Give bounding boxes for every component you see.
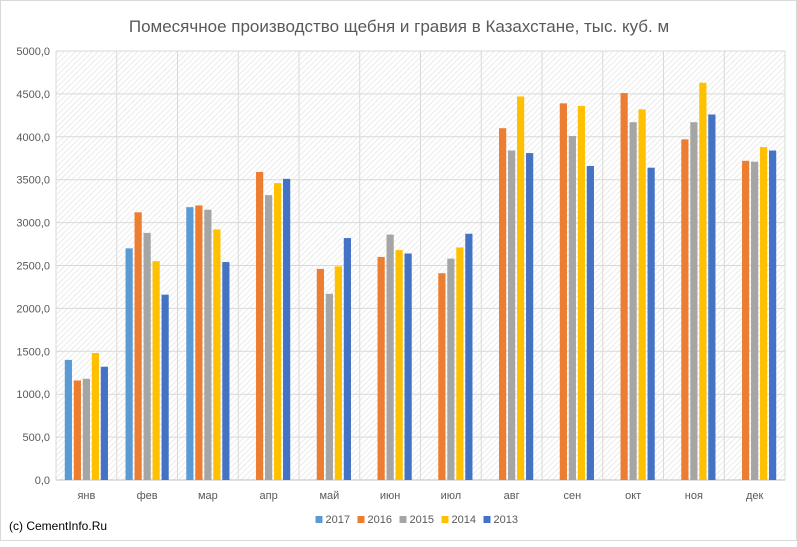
x-category-label: янв (77, 490, 95, 502)
x-category-label: июн (380, 490, 400, 502)
x-category-label: апр (260, 490, 278, 502)
legend-swatch-2015 (399, 516, 407, 523)
bar-2015-окт (629, 122, 637, 481)
y-tick-label: 1500,0 (16, 346, 50, 358)
bar-2014-фев (152, 261, 160, 480)
bar-2014-июл (456, 247, 464, 480)
bar-2016-окт (620, 93, 628, 481)
legend-label: 2016 (368, 514, 392, 526)
bar-2013-авг (526, 153, 534, 481)
x-category-label: май (319, 490, 339, 502)
bar-2014-май (334, 266, 342, 480)
bar-2015-авг (508, 150, 516, 480)
y-tick-label: 0,0 (35, 475, 50, 487)
y-tick-label: 4500,0 (16, 89, 50, 101)
gridlines (55, 50, 786, 481)
bar-2015-дек (751, 161, 759, 480)
bar-2013-ноя (708, 114, 716, 480)
x-category-label: фев (137, 490, 158, 502)
legend-swatch-2016 (357, 516, 365, 523)
bar-2016-фев (134, 212, 142, 480)
bar-2014-мар (213, 229, 221, 480)
bar-2016-ноя (681, 139, 689, 480)
bar-2015-июл (447, 258, 455, 480)
bar-2014-янв (91, 353, 99, 480)
bar-2014-июн (395, 250, 403, 480)
bar-2013-сен (586, 165, 594, 481)
bar-2017-янв (64, 359, 72, 480)
bars (64, 82, 777, 481)
x-category-label: окт (625, 490, 641, 502)
legend-label: 2015 (410, 514, 434, 526)
y-tick-label: 1000,0 (16, 389, 50, 401)
bar-2015-мар (204, 209, 212, 481)
bar-2015-май (325, 293, 333, 480)
bar-2015-сен (568, 135, 576, 480)
y-tick-label: 3000,0 (16, 218, 50, 230)
y-tick-label: 500,0 (22, 432, 50, 444)
legend-label: 2013 (494, 514, 518, 526)
bar-2013-дек (769, 150, 777, 480)
bar-2016-авг (499, 128, 507, 480)
bar-2016-апр (256, 171, 264, 480)
legend-swatch-2013 (483, 516, 491, 523)
x-axis-categories: янв фев мар апр май июн июл авг сен окт ноя дек (77, 490, 763, 502)
bar-2013-июн (404, 253, 412, 480)
bar-2016-июн (377, 256, 385, 480)
bar-2016-янв (73, 380, 81, 480)
y-tick-label: 5000,0 (16, 46, 50, 58)
y-tick-label: 2000,0 (16, 303, 50, 315)
bar-2016-дек (742, 160, 750, 480)
bar-2015-июн (386, 234, 394, 480)
x-category-label: ноя (685, 490, 703, 502)
bar-2015-ноя (690, 122, 698, 481)
x-category-label: сен (564, 490, 582, 502)
bar-2017-мар (186, 207, 194, 480)
x-category-label: мар (198, 490, 218, 502)
bar-2014-сен (577, 105, 585, 481)
bar-2017-фев (125, 248, 133, 480)
bar-2016-июл (438, 273, 446, 480)
bar-2013-фев (161, 294, 169, 480)
legend-swatch-2017 (315, 516, 323, 523)
bar-2013-янв (100, 366, 108, 480)
bar-2014-ноя (699, 82, 707, 480)
y-tick-label: 4000,0 (16, 132, 50, 144)
bar-2013-мар (222, 262, 230, 480)
bar-2014-авг (517, 96, 525, 480)
chart-title: Помесячное производство щебня и гравия в… (129, 17, 669, 36)
x-category-label: дек (746, 490, 764, 502)
copyright-footer: (c) CementInfo.Ru (9, 519, 107, 533)
y-tick-label: 3500,0 (16, 175, 50, 187)
y-axis-ticks: 0,0 500,0 1000,0 1500,0 2000,0 2500,0 3000,0 35… (16, 46, 50, 487)
legend-label: 2014 (452, 514, 476, 526)
legend-swatch-2014 (441, 516, 449, 523)
bar-2015-янв (82, 378, 90, 480)
bar-2016-сен (559, 103, 567, 480)
legend: 2017 2016 2015 2014 2013 (315, 514, 518, 526)
bar-2015-апр (265, 195, 273, 481)
bar-2014-дек (760, 147, 768, 480)
legend-label: 2017 (326, 514, 350, 526)
bar-2014-апр (274, 183, 282, 480)
x-category-label: июл (441, 490, 462, 502)
bar-2016-мар (195, 205, 203, 480)
bar-2014-окт (638, 109, 646, 481)
bar-2013-июл (465, 233, 473, 480)
bar-2015-фев (143, 232, 151, 480)
bar-2016-май (316, 268, 324, 480)
x-category-label: авг (504, 490, 520, 502)
bar-2013-май (343, 238, 351, 480)
y-tick-label: 2500,0 (16, 261, 50, 273)
bar-2013-окт (647, 167, 655, 481)
bar-2013-апр (283, 178, 291, 481)
